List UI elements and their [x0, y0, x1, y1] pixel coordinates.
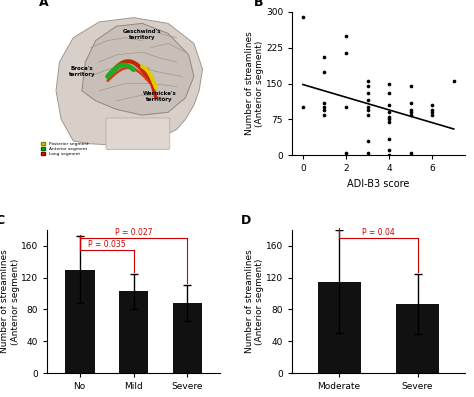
Y-axis label: Number of streamlines
(Anterior segment): Number of streamlines (Anterior segment): [245, 32, 264, 135]
PathPatch shape: [56, 17, 202, 145]
Bar: [119, 291, 148, 373]
Text: B: B: [254, 0, 264, 9]
Point: [385, 81, 393, 87]
Text: P = 0.035: P = 0.035: [88, 240, 126, 249]
Point: [299, 104, 307, 111]
Point: [385, 116, 393, 123]
Point: [364, 83, 371, 89]
Point: [407, 150, 414, 156]
Point: [364, 78, 371, 85]
Point: [321, 104, 328, 111]
Point: [428, 102, 436, 108]
Point: [385, 114, 393, 120]
Point: [364, 138, 371, 144]
Y-axis label: Number of streamlines
(Anterior segment): Number of streamlines (Anterior segment): [0, 250, 20, 353]
Bar: [396, 304, 439, 373]
Text: Wernicke's
territory: Wernicke's territory: [143, 91, 176, 102]
FancyBboxPatch shape: [106, 118, 170, 150]
Point: [428, 109, 436, 116]
Point: [342, 150, 350, 156]
Point: [407, 109, 414, 116]
Point: [364, 107, 371, 113]
Point: [407, 83, 414, 89]
Bar: [173, 303, 202, 373]
Point: [407, 112, 414, 118]
Point: [364, 97, 371, 104]
Point: [385, 102, 393, 108]
Point: [364, 104, 371, 111]
Text: P = 0.04: P = 0.04: [362, 228, 395, 237]
Y-axis label: Number of streamlines
(Anterior segment): Number of streamlines (Anterior segment): [245, 250, 264, 353]
X-axis label: ADI-B3 score: ADI-B3 score: [347, 179, 410, 189]
Point: [321, 112, 328, 118]
Point: [364, 90, 371, 96]
Point: [321, 100, 328, 106]
Point: [385, 147, 393, 154]
Point: [321, 68, 328, 75]
Point: [385, 119, 393, 125]
Point: [321, 107, 328, 113]
Point: [407, 107, 414, 113]
Point: [385, 90, 393, 96]
Point: [364, 112, 371, 118]
PathPatch shape: [82, 23, 194, 115]
Point: [321, 54, 328, 60]
Bar: [65, 270, 94, 373]
Point: [450, 78, 457, 85]
Legend: Posterior segment, Anterior segment, Long segment: Posterior segment, Anterior segment, Lon…: [41, 142, 89, 156]
Point: [385, 109, 393, 116]
Text: A: A: [39, 0, 48, 9]
Bar: [318, 281, 361, 373]
Text: D: D: [240, 214, 251, 227]
Text: C: C: [0, 214, 5, 227]
Point: [407, 100, 414, 106]
Text: Broca's
territory: Broca's territory: [69, 66, 95, 77]
Point: [342, 49, 350, 56]
Point: [364, 150, 371, 156]
Point: [299, 13, 307, 20]
Point: [342, 104, 350, 111]
Text: P = 0.027: P = 0.027: [115, 228, 152, 237]
Point: [342, 33, 350, 39]
Text: Geschwind's
territory: Geschwind's territory: [123, 29, 162, 40]
Point: [428, 107, 436, 113]
Point: [428, 112, 436, 118]
Point: [385, 135, 393, 142]
Point: [385, 152, 393, 158]
